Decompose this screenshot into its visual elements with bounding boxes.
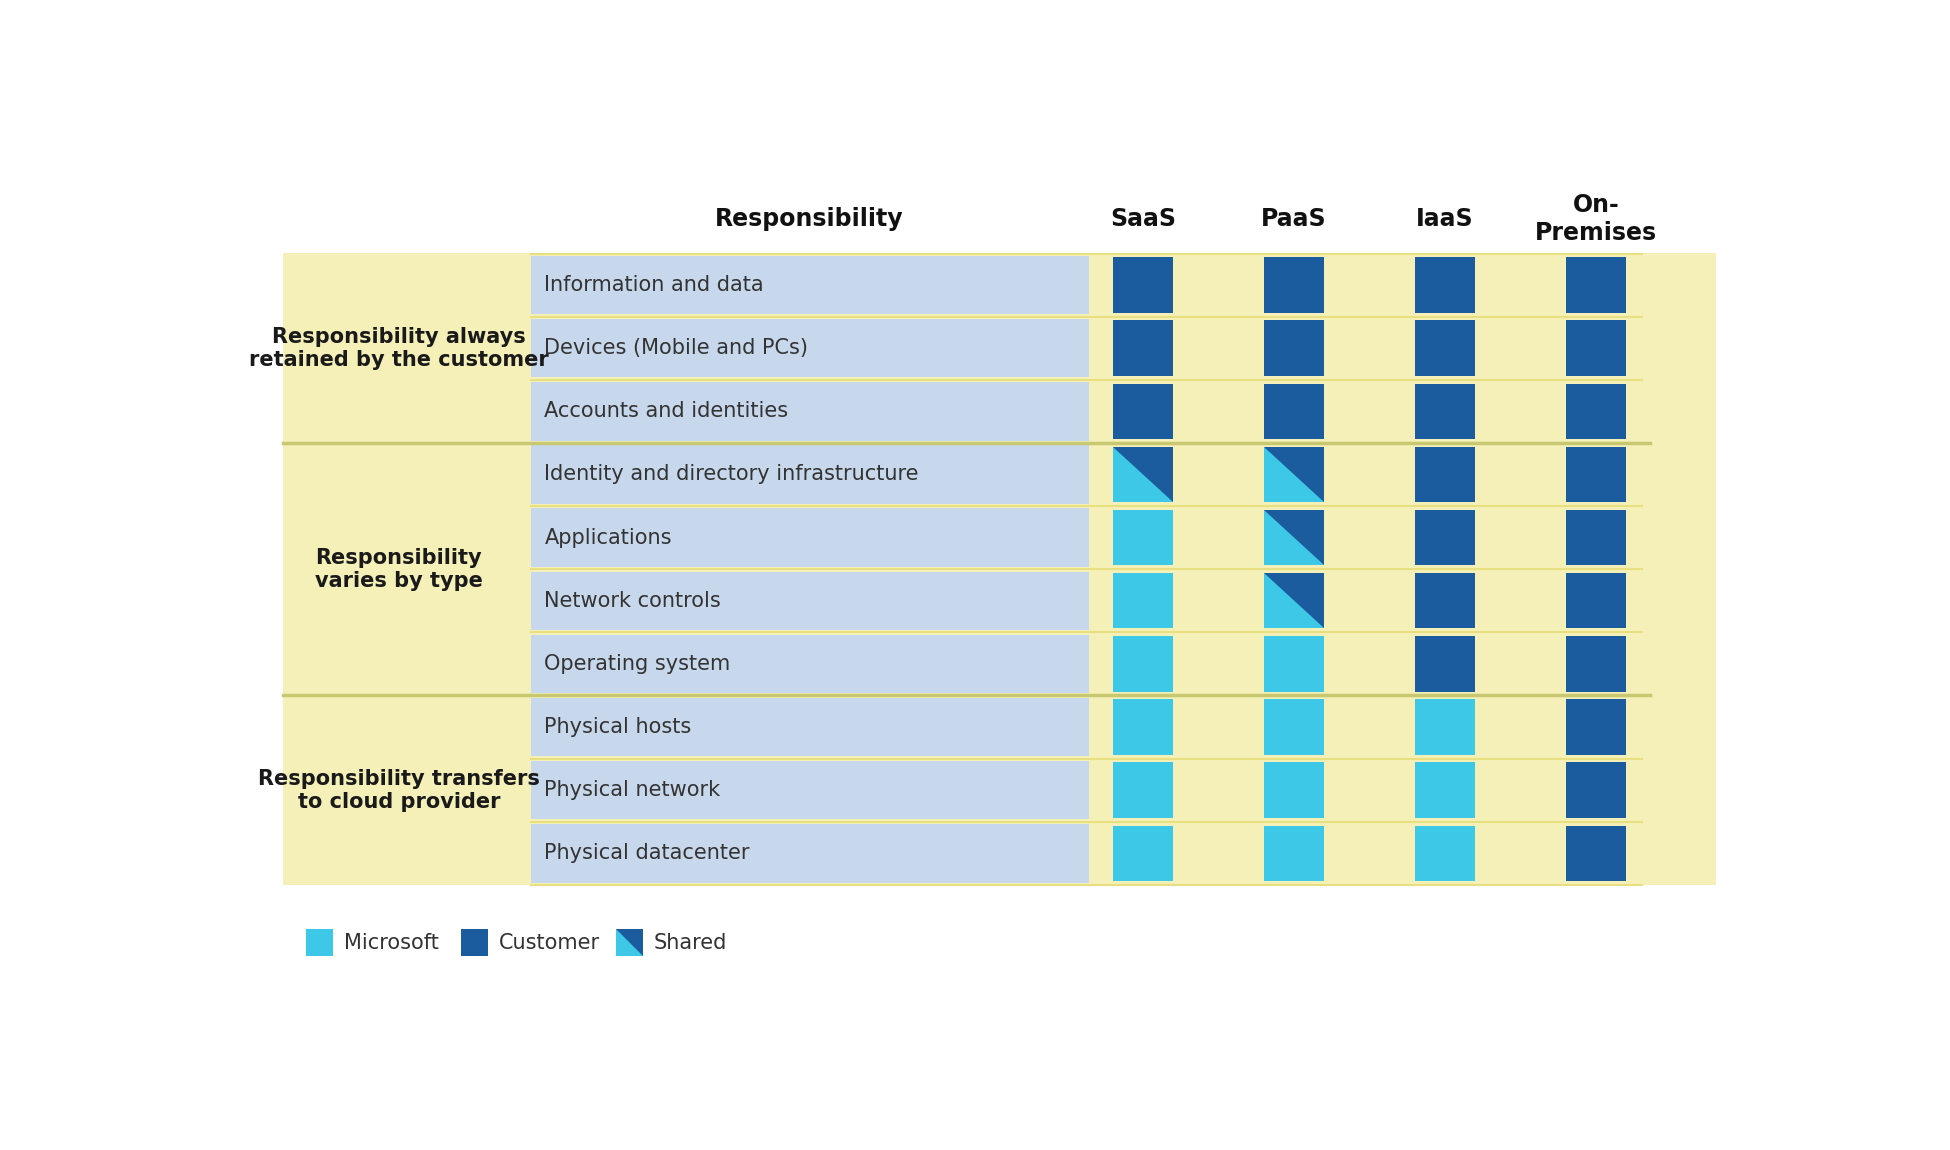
- Bar: [530, 445, 1088, 504]
- Text: Physical hosts: Physical hosts: [544, 718, 692, 737]
- Bar: [1416, 258, 1476, 313]
- Bar: [1264, 509, 1324, 566]
- Bar: [1566, 762, 1626, 818]
- Bar: [1566, 446, 1626, 503]
- Bar: [1566, 826, 1626, 881]
- Bar: [1264, 762, 1324, 818]
- Bar: [616, 929, 644, 956]
- Bar: [1264, 446, 1324, 503]
- Bar: [1566, 636, 1626, 691]
- Bar: [530, 572, 1088, 630]
- Bar: [1113, 573, 1174, 629]
- Bar: [1566, 699, 1626, 754]
- Text: Customer: Customer: [499, 933, 601, 952]
- Bar: [283, 696, 1716, 884]
- Text: IaaS: IaaS: [1416, 207, 1474, 231]
- Text: Devices (Mobile and PCs): Devices (Mobile and PCs): [544, 338, 809, 358]
- Bar: [1416, 699, 1476, 754]
- Bar: [1416, 636, 1476, 691]
- Bar: [1113, 384, 1174, 439]
- Bar: [306, 929, 333, 956]
- Bar: [530, 508, 1088, 567]
- Bar: [283, 253, 1716, 443]
- Bar: [1566, 509, 1626, 566]
- Bar: [1416, 573, 1476, 629]
- Bar: [530, 825, 1088, 882]
- Text: Identity and directory infrastructure: Identity and directory infrastructure: [544, 465, 918, 484]
- Bar: [1416, 384, 1476, 439]
- Bar: [1416, 446, 1476, 503]
- Bar: [1113, 446, 1174, 503]
- Bar: [1566, 258, 1626, 313]
- Polygon shape: [1264, 573, 1324, 629]
- Text: Shared: Shared: [653, 933, 727, 952]
- Bar: [530, 698, 1088, 757]
- Text: Responsibility transfers
to cloud provider: Responsibility transfers to cloud provid…: [257, 768, 540, 812]
- Bar: [1113, 699, 1174, 754]
- Bar: [1264, 573, 1324, 629]
- Bar: [1416, 321, 1476, 376]
- Polygon shape: [616, 929, 644, 956]
- Text: Operating system: Operating system: [544, 654, 731, 674]
- Bar: [1264, 321, 1324, 376]
- Bar: [530, 255, 1088, 314]
- Text: SaaS: SaaS: [1110, 207, 1176, 231]
- Bar: [530, 319, 1088, 377]
- Bar: [1113, 636, 1174, 691]
- Bar: [1416, 762, 1476, 818]
- Polygon shape: [1264, 446, 1324, 503]
- Text: Responsibility
varies by type: Responsibility varies by type: [314, 547, 484, 591]
- Bar: [530, 761, 1088, 820]
- Text: Applications: Applications: [544, 528, 673, 547]
- Text: Physical datacenter: Physical datacenter: [544, 843, 751, 864]
- Text: Accounts and identities: Accounts and identities: [544, 401, 788, 421]
- Bar: [1113, 826, 1174, 881]
- Bar: [1264, 636, 1324, 691]
- Bar: [460, 929, 488, 956]
- Polygon shape: [1264, 509, 1324, 566]
- Bar: [1566, 573, 1626, 629]
- Bar: [1264, 826, 1324, 881]
- Text: Responsibility always
retained by the customer: Responsibility always retained by the cu…: [250, 327, 548, 370]
- Text: Microsoft: Microsoft: [343, 933, 439, 952]
- Bar: [1113, 321, 1174, 376]
- Bar: [1113, 509, 1174, 566]
- Text: Information and data: Information and data: [544, 275, 764, 296]
- Polygon shape: [1113, 446, 1174, 503]
- Bar: [1264, 384, 1324, 439]
- Bar: [530, 382, 1088, 440]
- Bar: [1566, 384, 1626, 439]
- Text: Responsibility: Responsibility: [716, 207, 903, 231]
- Bar: [1416, 509, 1476, 566]
- Bar: [1566, 321, 1626, 376]
- Bar: [1264, 258, 1324, 313]
- Bar: [1264, 699, 1324, 754]
- Bar: [283, 443, 1716, 696]
- Text: Network controls: Network controls: [544, 591, 722, 611]
- Text: PaaS: PaaS: [1262, 207, 1326, 231]
- Bar: [1113, 258, 1174, 313]
- Text: On-
Premises: On- Premises: [1535, 193, 1658, 245]
- Bar: [1416, 826, 1476, 881]
- Bar: [530, 635, 1088, 693]
- Bar: [1113, 762, 1174, 818]
- Text: Physical network: Physical network: [544, 780, 722, 800]
